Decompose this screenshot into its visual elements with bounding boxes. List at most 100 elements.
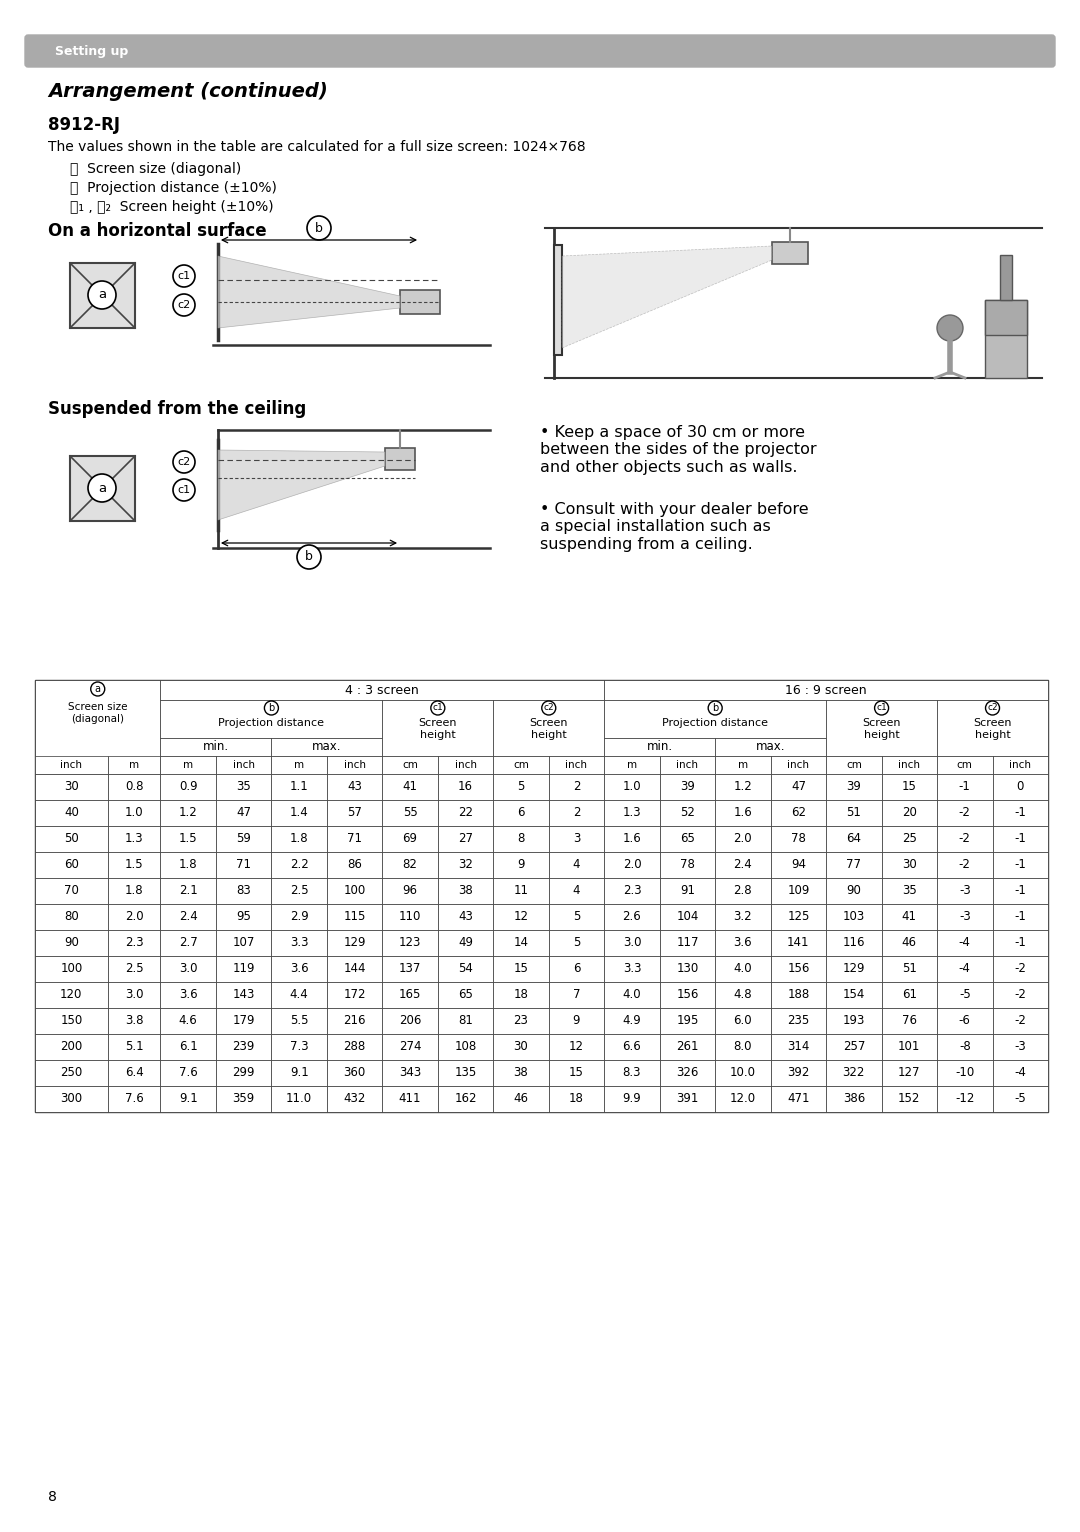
Text: 471: 471 — [787, 1092, 810, 1106]
Circle shape — [173, 450, 195, 473]
Text: ⓐ  Screen size (diagonal): ⓐ Screen size (diagonal) — [70, 162, 241, 176]
Text: 1.5: 1.5 — [179, 832, 198, 846]
Text: cm: cm — [846, 760, 862, 771]
Bar — [437, 774, 494, 800]
Bar — [993, 1008, 1048, 1034]
Bar — [660, 800, 715, 826]
Text: -2: -2 — [959, 806, 971, 820]
Bar — [216, 982, 271, 1008]
Text: 392: 392 — [787, 1066, 810, 1080]
Text: 432: 432 — [343, 1092, 366, 1106]
Bar — [881, 982, 937, 1008]
Circle shape — [307, 216, 330, 241]
Bar — [437, 956, 494, 982]
Bar — [216, 904, 271, 930]
Text: 200: 200 — [60, 1040, 82, 1054]
Bar — [216, 1034, 271, 1060]
Text: 65: 65 — [680, 832, 694, 846]
Text: 83: 83 — [237, 884, 251, 898]
Text: • Consult with your dealer before
a special installation such as
suspending from: • Consult with your dealer before a spec… — [540, 502, 809, 552]
Text: 343: 343 — [399, 1066, 421, 1080]
Text: 11.0: 11.0 — [286, 1092, 312, 1106]
Text: 8912-RJ: 8912-RJ — [48, 116, 120, 133]
Bar — [549, 852, 604, 878]
Text: 39: 39 — [847, 780, 861, 794]
Bar — [271, 1060, 327, 1086]
Text: 104: 104 — [676, 910, 699, 924]
Text: 81: 81 — [458, 1014, 473, 1028]
Bar — [382, 852, 437, 878]
Text: 1.0: 1.0 — [125, 806, 144, 820]
Bar — [327, 1008, 382, 1034]
Bar — [881, 1034, 937, 1060]
Text: 18: 18 — [569, 1092, 584, 1106]
Text: Projection distance: Projection distance — [662, 719, 768, 728]
Text: 71: 71 — [347, 832, 362, 846]
Bar — [70, 457, 135, 521]
Text: -2: -2 — [959, 832, 971, 846]
Text: -1: -1 — [1014, 806, 1026, 820]
Bar — [715, 755, 771, 774]
Text: 250: 250 — [60, 1066, 82, 1080]
Text: 1.8: 1.8 — [179, 858, 198, 872]
Bar — [271, 1086, 327, 1112]
Bar — [549, 826, 604, 852]
Text: 162: 162 — [455, 1092, 476, 1106]
Text: 6: 6 — [517, 806, 525, 820]
Text: 12: 12 — [569, 1040, 584, 1054]
Text: 2.3: 2.3 — [125, 936, 144, 950]
Bar — [494, 1086, 549, 1112]
Text: 4.6: 4.6 — [179, 1014, 198, 1028]
Text: ⓒ₁ , ⓒ₂  Screen height (±10%): ⓒ₁ , ⓒ₂ Screen height (±10%) — [70, 201, 273, 214]
Text: 2.5: 2.5 — [289, 884, 309, 898]
Text: 6.4: 6.4 — [124, 1066, 144, 1080]
Text: 150: 150 — [60, 1014, 82, 1028]
Text: cm: cm — [402, 760, 418, 771]
Bar — [826, 904, 881, 930]
Text: 152: 152 — [899, 1092, 920, 1106]
Bar — [715, 930, 771, 956]
Text: 326: 326 — [676, 1066, 699, 1080]
Text: Screen
height: Screen height — [419, 719, 457, 740]
Bar — [327, 956, 382, 982]
Circle shape — [173, 480, 195, 501]
Text: 0: 0 — [1016, 780, 1024, 794]
Text: 27: 27 — [458, 832, 473, 846]
Bar — [772, 242, 808, 264]
Text: 117: 117 — [676, 936, 699, 950]
Bar — [881, 826, 937, 852]
Text: 188: 188 — [787, 988, 810, 1002]
Text: 23: 23 — [514, 1014, 528, 1028]
Text: 90: 90 — [64, 936, 79, 950]
Text: -2: -2 — [1014, 1014, 1026, 1028]
Bar — [715, 1008, 771, 1034]
Text: 43: 43 — [458, 910, 473, 924]
Bar — [771, 1060, 826, 1086]
Bar — [271, 904, 327, 930]
Bar — [993, 982, 1048, 1008]
Text: 77: 77 — [847, 858, 862, 872]
Bar — [216, 1086, 271, 1112]
Bar — [881, 878, 937, 904]
Bar — [108, 1086, 161, 1112]
Text: m: m — [626, 760, 637, 771]
Bar — [437, 904, 494, 930]
Bar — [161, 738, 271, 755]
Bar — [881, 1008, 937, 1034]
Bar — [604, 826, 660, 852]
Text: 130: 130 — [676, 962, 699, 976]
Text: Setting up: Setting up — [55, 46, 129, 58]
Bar — [271, 982, 327, 1008]
Bar — [826, 956, 881, 982]
Circle shape — [87, 473, 116, 502]
Bar — [327, 774, 382, 800]
Text: 3.0: 3.0 — [125, 988, 144, 1002]
Text: 156: 156 — [787, 962, 810, 976]
Bar — [216, 852, 271, 878]
Text: 64: 64 — [847, 832, 862, 846]
Text: -1: -1 — [959, 780, 971, 794]
Text: 110: 110 — [399, 910, 421, 924]
Bar — [382, 982, 437, 1008]
Bar — [604, 1034, 660, 1060]
Text: -12: -12 — [955, 1092, 974, 1106]
